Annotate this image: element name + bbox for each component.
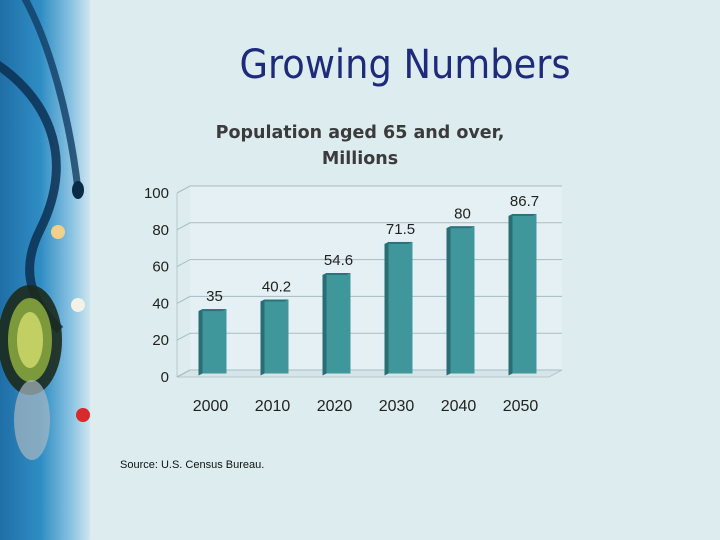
data-label: 80 bbox=[454, 205, 471, 222]
gridline bbox=[176, 185, 562, 194]
bar-side bbox=[260, 299, 265, 376]
bar bbox=[326, 273, 351, 374]
bar-side bbox=[446, 226, 451, 376]
x-tick-label: 2010 bbox=[255, 398, 291, 415]
bar-side bbox=[508, 213, 513, 376]
x-tick-label: 2020 bbox=[317, 398, 353, 415]
chart-title: Population aged 65 and over, Millions bbox=[150, 120, 570, 172]
bar bbox=[450, 226, 475, 374]
chart-title-line-1: Population aged 65 and over, bbox=[215, 123, 505, 143]
slide-title: Growing Numbers bbox=[239, 42, 571, 88]
y-tick-label: 60 bbox=[152, 259, 169, 276]
bar bbox=[264, 299, 289, 374]
bar-side bbox=[322, 273, 327, 376]
bar-top bbox=[322, 273, 351, 276]
y-tick-label: 100 bbox=[144, 185, 169, 202]
data-label: 86.7 bbox=[510, 193, 539, 210]
gridline bbox=[176, 332, 562, 341]
bar-top bbox=[260, 299, 289, 302]
gridline bbox=[176, 259, 562, 268]
bar-top bbox=[508, 213, 537, 216]
chart-title-line-2: Millions bbox=[321, 149, 399, 169]
data-label: 35 bbox=[206, 288, 223, 305]
x-tick-label: 2050 bbox=[503, 398, 539, 415]
gridline bbox=[176, 222, 562, 231]
x-tick-label: 2040 bbox=[441, 398, 477, 415]
gridline bbox=[176, 369, 562, 378]
bar bbox=[512, 213, 537, 374]
data-label: 54.6 bbox=[324, 252, 353, 269]
x-tick-label: 2030 bbox=[379, 398, 415, 415]
data-label: 71.5 bbox=[386, 221, 415, 238]
stethoscope-image bbox=[0, 0, 90, 460]
plot-back-wall bbox=[190, 186, 562, 370]
bar bbox=[202, 309, 227, 374]
y-tick-label: 20 bbox=[152, 332, 169, 349]
y-tick-label: 40 bbox=[152, 295, 169, 312]
bar-top bbox=[446, 226, 475, 229]
bar-side bbox=[384, 241, 389, 376]
source-note: Source: U.S. Census Bureau. bbox=[120, 459, 265, 471]
data-label: 40.2 bbox=[262, 279, 291, 296]
bar-side bbox=[198, 309, 203, 376]
y-tick-label: 80 bbox=[152, 222, 169, 239]
bar bbox=[388, 241, 413, 374]
decorative-left-band bbox=[0, 0, 90, 540]
bar-top bbox=[198, 309, 227, 312]
gridline bbox=[176, 295, 562, 304]
y-tick-label: 0 bbox=[161, 369, 169, 386]
plot-floor bbox=[176, 369, 563, 378]
bar-top bbox=[384, 241, 413, 244]
x-tick-label: 2000 bbox=[193, 398, 229, 415]
